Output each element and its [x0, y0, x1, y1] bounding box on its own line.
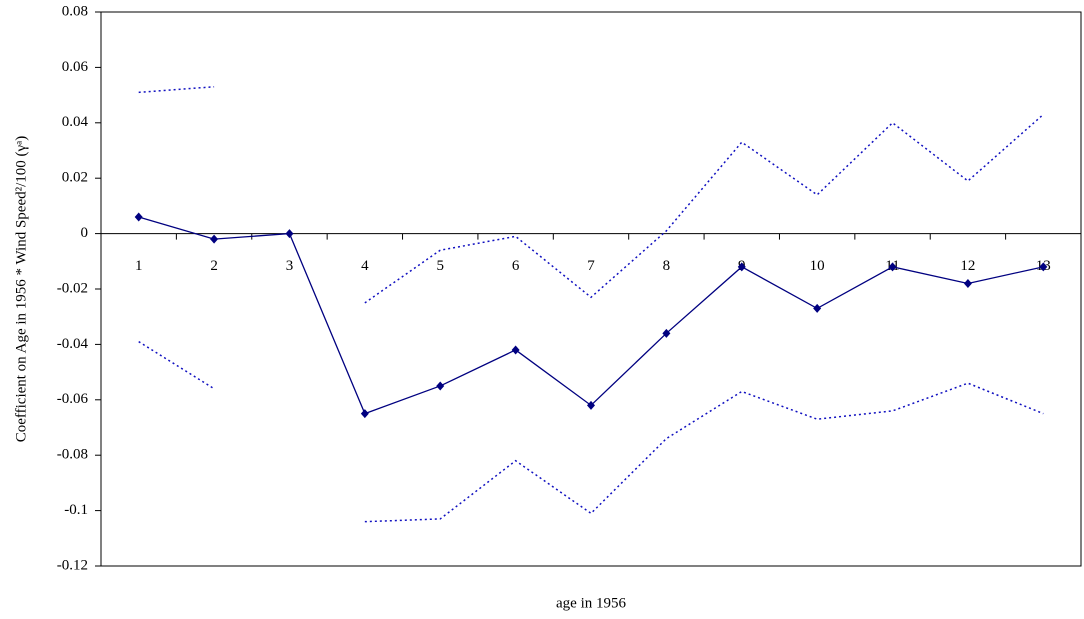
marker: [587, 400, 595, 410]
marker: [285, 229, 294, 239]
y-tick-label: -0.12: [57, 557, 88, 573]
marker: [737, 262, 746, 272]
series-line: [138, 216, 1044, 415]
x-axis-label: age in 1956: [556, 595, 626, 611]
y-tick-label: 0.02: [62, 170, 88, 186]
x-tick-label: 2: [210, 258, 218, 274]
y-tick-label: 0: [81, 225, 89, 241]
x-tick-label: 12: [960, 258, 975, 274]
marker: [813, 303, 822, 313]
x-tick-label: 6: [512, 258, 520, 274]
x-tick-label: 3: [286, 258, 294, 274]
ci-line: [138, 86, 1044, 304]
marker: [436, 381, 445, 391]
y-tick-label: 0.04: [62, 114, 89, 130]
y-tick-label: -0.04: [57, 336, 89, 352]
y-tick-label: -0.08: [57, 447, 88, 463]
x-tick-label: 8: [663, 258, 671, 274]
plot-frame: [100, 11, 1082, 567]
marker: [1039, 262, 1048, 272]
y-tick-label: -0.1: [64, 502, 88, 518]
x-tick-label: 5: [436, 258, 444, 274]
x-tick-label: 10: [810, 258, 825, 274]
y-tick-label: -0.02: [57, 280, 88, 296]
ci-line: [138, 340, 1044, 523]
x-tick-label: 1: [135, 258, 143, 274]
x-tick-label: 7: [587, 258, 595, 274]
marker: [511, 345, 520, 355]
y-axis-label: Coefficient on Age in 1956 * Wind Speed²…: [13, 136, 29, 443]
y-tick-label: 0.08: [62, 3, 88, 19]
y-tick-label: 0.06: [62, 59, 89, 75]
marker: [360, 409, 369, 419]
marker: [963, 278, 972, 288]
marker: [662, 328, 671, 338]
y-tick-label: -0.06: [57, 391, 89, 407]
marker: [888, 262, 897, 272]
marker: [134, 212, 143, 222]
x-tick-label: 4: [361, 258, 369, 274]
marker: [210, 234, 219, 244]
